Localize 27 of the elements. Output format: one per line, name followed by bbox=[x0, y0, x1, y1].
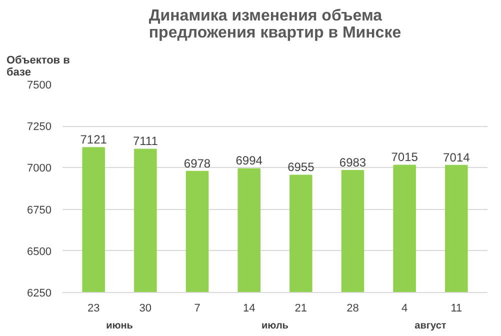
text: август bbox=[414, 320, 446, 332]
y-tick-label: 6750 bbox=[27, 204, 52, 216]
text: июнь bbox=[106, 320, 133, 332]
data-label: 7015 bbox=[391, 150, 418, 164]
y-tick-label: 7250 bbox=[27, 121, 52, 134]
y-tick-label: 7000 bbox=[27, 162, 52, 175]
x-tick-label: 23 bbox=[87, 302, 100, 314]
text: июль bbox=[262, 320, 288, 332]
x-tick-label: 4 bbox=[402, 302, 408, 314]
y-tick-label: 6500 bbox=[27, 246, 52, 258]
data-label: 7014 bbox=[443, 150, 470, 164]
data-label: 7121 bbox=[80, 132, 108, 147]
x-tick-label: 30 bbox=[139, 302, 152, 314]
data-label: 6978 bbox=[184, 156, 211, 170]
y-tick-label: 7500 bbox=[27, 80, 52, 92]
data-label: 6955 bbox=[288, 160, 315, 174]
data-label: 6994 bbox=[236, 154, 263, 168]
x-tick-label: 21 bbox=[294, 302, 308, 314]
y-tick-label: 6250 bbox=[27, 288, 52, 300]
x-tick-label: 7 bbox=[194, 302, 200, 314]
data-label: 7111 bbox=[132, 134, 158, 148]
y-axis-title: Объектов в базе bbox=[6, 54, 70, 78]
x-tick-label: 14 bbox=[242, 302, 256, 314]
x-tick-label: 28 bbox=[346, 302, 359, 314]
chart-title: Динамика изменения объема предложения квартир в Минске bbox=[148, 8, 402, 42]
data-label: 6983 bbox=[339, 156, 366, 170]
x-tick-label: 11 bbox=[450, 302, 462, 314]
